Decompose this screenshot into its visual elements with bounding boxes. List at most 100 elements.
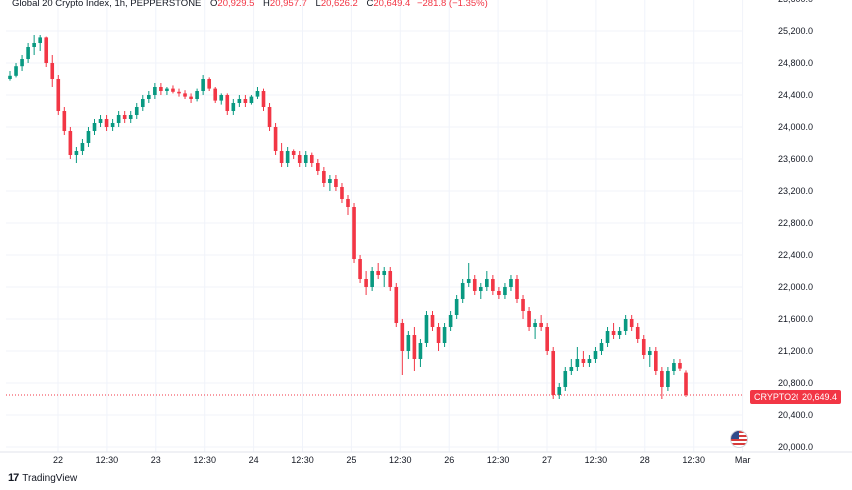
candle — [8, 71, 12, 81]
candle-body — [406, 335, 411, 351]
candle-body — [678, 363, 682, 369]
candle-body — [569, 367, 574, 371]
candle — [68, 127, 73, 159]
candle — [551, 347, 556, 399]
candle — [32, 35, 36, 55]
candle-body — [684, 372, 688, 396]
candle — [14, 63, 18, 78]
candle — [207, 77, 211, 91]
candle-body — [243, 99, 248, 103]
candle-body — [551, 351, 556, 395]
candle — [478, 283, 483, 299]
candle — [147, 91, 151, 103]
candle-body — [189, 96, 193, 99]
candle — [303, 151, 308, 167]
close-label: C — [366, 0, 374, 9]
candle — [98, 115, 103, 127]
candle — [412, 327, 417, 371]
candle-body — [448, 315, 453, 327]
candle-body — [454, 299, 459, 315]
candle — [177, 88, 181, 97]
candle — [491, 275, 495, 295]
high-value: 20,957.7 — [269, 0, 307, 9]
candle — [340, 183, 344, 203]
y-tick-label: 23,600.0 — [778, 154, 813, 164]
candle-body — [460, 283, 465, 299]
y-tick-label: 24,000.0 — [778, 122, 813, 132]
candle-body — [539, 323, 543, 327]
candle — [134, 103, 139, 119]
candle-body — [666, 371, 670, 387]
candle — [654, 347, 658, 375]
candle-body — [26, 47, 30, 59]
y-tick-label: 20,400.0 — [778, 410, 813, 420]
candle-body — [466, 279, 471, 283]
candle — [557, 383, 562, 399]
candle — [316, 159, 320, 175]
candle — [213, 87, 218, 103]
x-tick-label: 23 — [151, 455, 161, 465]
candle — [545, 323, 549, 355]
candle — [684, 370, 688, 397]
candle-body — [497, 291, 501, 295]
candle-body — [521, 299, 525, 311]
candle-body — [316, 163, 320, 171]
open-value: 20,929.5 — [217, 0, 255, 9]
candle — [527, 307, 531, 331]
candle — [171, 85, 175, 94]
candle — [472, 275, 477, 295]
candle-body — [273, 127, 278, 151]
candle — [309, 152, 314, 167]
candle-body — [424, 315, 429, 343]
candle — [86, 127, 91, 147]
candle — [243, 95, 248, 107]
candle — [611, 323, 616, 339]
candle-body — [388, 271, 393, 287]
candle-body — [660, 371, 664, 387]
candle-body — [116, 115, 121, 123]
candle-body — [611, 331, 616, 335]
candle — [436, 323, 441, 351]
candle — [400, 319, 405, 375]
candle — [44, 36, 49, 67]
candle — [297, 151, 302, 167]
candle-body — [195, 91, 199, 99]
candle-body — [255, 91, 260, 97]
candle — [448, 311, 453, 331]
candle — [641, 335, 646, 359]
candle-body — [617, 331, 622, 335]
candle-body — [14, 66, 18, 76]
low-label: L — [315, 0, 321, 9]
candle — [581, 351, 586, 367]
candle — [575, 347, 580, 371]
candle-body — [98, 119, 103, 123]
candle-body — [436, 327, 441, 343]
candle-body — [177, 91, 181, 94]
tradingview-branding[interactable]: 17 TradingView — [8, 472, 77, 484]
x-tick-label: 12:30 — [193, 455, 216, 465]
candle-body — [515, 279, 519, 299]
candle — [189, 93, 193, 103]
x-tick-label: 12:30 — [487, 455, 510, 465]
candle-body — [50, 63, 55, 79]
candle-body — [267, 107, 272, 127]
symbol-legend: Global 20 Crypto Index, 1h, PEPPERSTONE … — [12, 0, 488, 10]
close-value: 20,649.4 — [373, 0, 411, 9]
candle-body — [322, 171, 326, 183]
high-label: H — [263, 0, 270, 9]
candle-body — [533, 323, 537, 327]
candle — [195, 88, 199, 102]
candle-body — [56, 79, 61, 111]
us-flag-icon[interactable] — [730, 430, 748, 448]
candle — [647, 347, 652, 367]
candle — [273, 123, 278, 155]
candle-body — [110, 123, 115, 127]
candle-body — [165, 88, 169, 91]
x-tick-label: 12:30 — [291, 455, 314, 465]
candle-body — [249, 96, 254, 103]
candle — [201, 75, 205, 95]
candle — [92, 119, 97, 135]
x-tick-label: 27 — [542, 455, 552, 465]
